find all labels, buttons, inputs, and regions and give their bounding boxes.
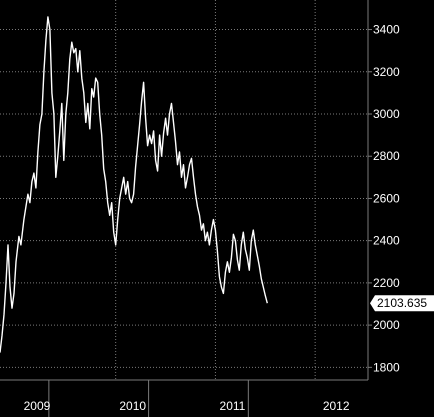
y-tick-label: 1800 [373, 360, 400, 374]
last-value-label: 2103.635 [377, 296, 427, 310]
y-tick-label: 3000 [373, 107, 400, 121]
x-tick-label: 2009 [24, 399, 51, 413]
series-line [0, 16, 268, 353]
y-tick-label: 2400 [373, 234, 400, 248]
y-tick-label: 2000 [373, 318, 400, 332]
series [0, 16, 268, 353]
grid [0, 0, 368, 380]
x-tick-label: 2010 [119, 399, 146, 413]
y-tick-label: 2800 [373, 149, 400, 163]
y-tick-label: 2600 [373, 191, 400, 205]
y-tick-label: 3400 [373, 23, 400, 37]
axes [0, 0, 372, 417]
labels: 1800 2000 2200 2400 2600 2800 3000 3200 3400 2009… [24, 23, 434, 413]
x-tick-label: 2011 [220, 399, 246, 413]
y-tick-label: 3200 [373, 65, 400, 79]
last-value-callout: 2103.635 [370, 295, 434, 312]
x-tick-label: 2012 [323, 399, 350, 413]
y-tick-label: 2200 [373, 276, 400, 290]
last-value-box [370, 295, 434, 312]
